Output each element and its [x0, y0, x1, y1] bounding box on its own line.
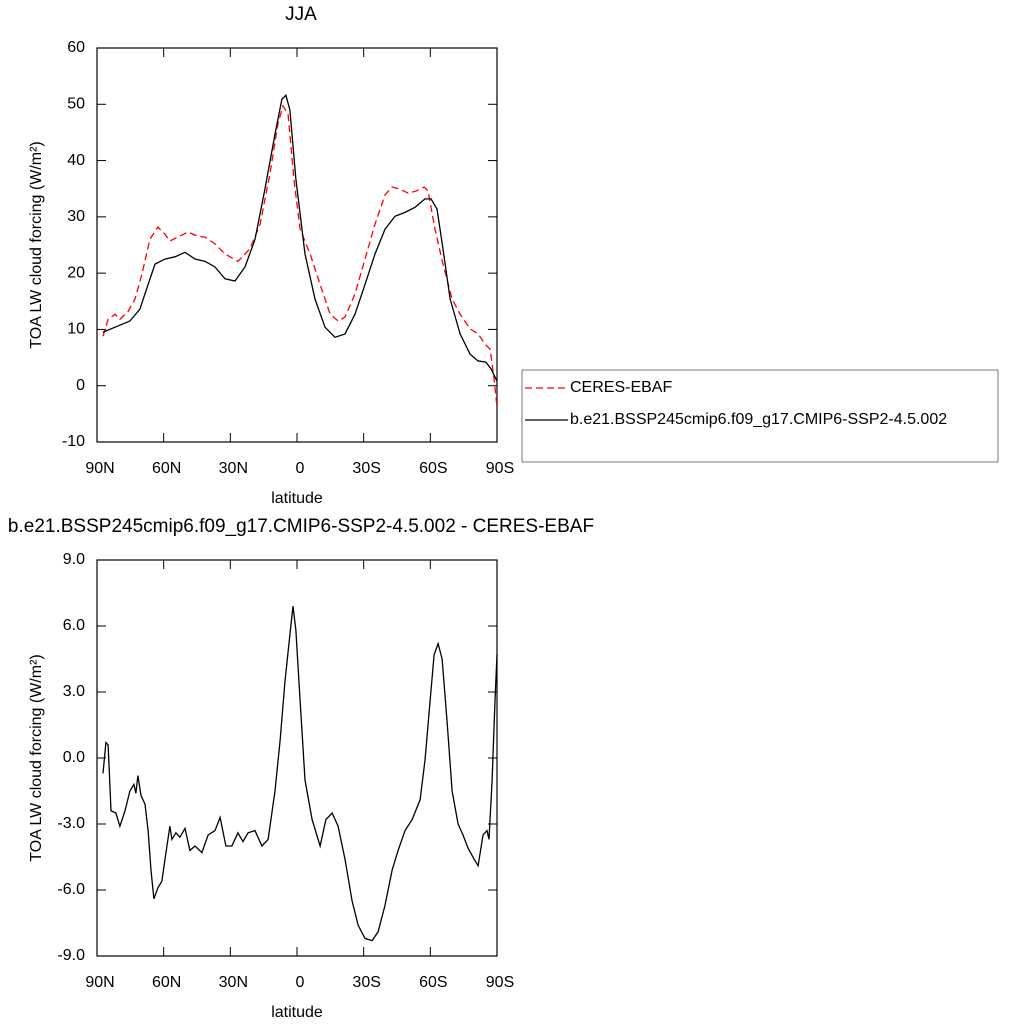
- x-tick-label: 60N: [152, 460, 181, 477]
- chart-title: JJA: [285, 4, 317, 25]
- y-tick-label: 6.0: [63, 617, 85, 634]
- y-tick-label: 10: [67, 321, 85, 338]
- x-tick-label: 0: [296, 460, 305, 477]
- x-tick-label: 30N: [219, 974, 248, 991]
- data-line: [102, 104, 498, 408]
- x-tick-label: 90N: [85, 460, 114, 477]
- y-tick-label: 0: [76, 377, 85, 394]
- x-tick-label: 60S: [419, 974, 447, 991]
- plot-frame: [96, 559, 498, 957]
- x-tick-label: 60N: [152, 974, 181, 991]
- y-tick-label: 20: [67, 264, 85, 281]
- y-tick-label: -3.0: [57, 815, 85, 832]
- x-axis-label: latitude: [271, 490, 323, 507]
- y-tick-label: 40: [67, 152, 85, 169]
- chart-title: b.e21.BSSP245cmip6.f09_g17.CMIP6-SSP2-4.…: [8, 516, 594, 537]
- x-tick-label: 90N: [85, 974, 114, 991]
- x-tick-label: 30S: [352, 460, 380, 477]
- x-tick-label: 60S: [419, 460, 447, 477]
- data-line: [102, 606, 498, 942]
- y-axis-label: TOA LW cloud forcing (W/m²): [28, 654, 45, 861]
- y-tick-label: 50: [67, 96, 85, 113]
- y-tick-label: -10: [62, 433, 85, 450]
- data-line: [102, 94, 498, 382]
- x-tick-label: 30N: [219, 460, 248, 477]
- y-tick-label: 3.0: [63, 683, 85, 700]
- x-axis-label: latitude: [271, 1004, 323, 1021]
- x-tick-label: 90S: [486, 460, 514, 477]
- y-tick-label: 0.0: [63, 749, 85, 766]
- legend-label: b.e21.BSSP245cmip6.f09_g17.CMIP6-SSP2-4.…: [570, 411, 947, 428]
- y-tick-label: 30: [67, 208, 85, 225]
- x-tick-label: 30S: [352, 974, 380, 991]
- legend-box: [521, 369, 999, 463]
- x-tick-label: 0: [296, 974, 305, 991]
- plot-frame: [96, 47, 498, 443]
- y-tick-label: 60: [67, 39, 85, 56]
- y-tick-label: -6.0: [57, 881, 85, 898]
- y-tick-label: -9.0: [57, 947, 85, 964]
- y-tick-label: 9.0: [63, 551, 85, 568]
- legend-label: CERES-EBAF: [570, 379, 672, 396]
- y-axis-label: TOA LW cloud forcing (W/m²): [28, 141, 45, 348]
- x-tick-label: 90S: [486, 974, 514, 991]
